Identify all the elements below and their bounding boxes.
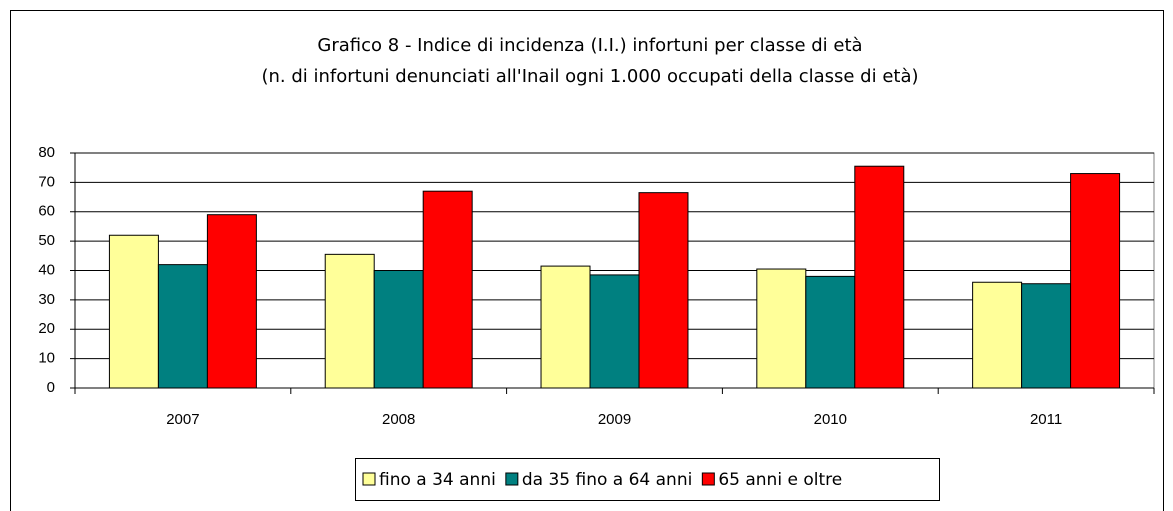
- y-tick-label: 30: [38, 291, 55, 308]
- y-tick-label: 40: [38, 261, 55, 278]
- bar: [589, 274, 640, 389]
- y-tick-label: 60: [38, 203, 55, 220]
- legend-swatch: [701, 472, 715, 486]
- bar: [972, 281, 1023, 389]
- bar: [854, 165, 905, 389]
- chart-title: Grafico 8 - Indice di incidenza (I.I.) i…: [317, 35, 862, 56]
- bar: [422, 190, 473, 389]
- bar: [1021, 283, 1072, 389]
- x-tick-label: 2010: [814, 411, 847, 428]
- bar: [157, 264, 208, 389]
- legend-swatch: [505, 472, 519, 486]
- bar: [638, 192, 689, 389]
- bar: [756, 268, 807, 389]
- y-tick-label: 80: [38, 144, 55, 161]
- x-tick-label: 2009: [598, 411, 631, 428]
- bar: [1070, 173, 1121, 389]
- y-tick-label: 50: [38, 232, 55, 249]
- chart-subtitle: (n. di infortuni denunciati all'Inail og…: [262, 66, 919, 87]
- bar: [206, 214, 257, 389]
- x-tick-label: 2007: [166, 411, 199, 428]
- legend: [355, 458, 940, 501]
- legend-label: 65 anni e oltre: [718, 470, 842, 490]
- y-tick-label: 10: [38, 350, 55, 367]
- legend-label: fino a 34 anni: [379, 470, 496, 490]
- bar: [540, 265, 591, 389]
- bar: [373, 270, 424, 389]
- bar: [324, 253, 375, 389]
- bar: [108, 234, 159, 389]
- legend-swatch: [362, 472, 376, 486]
- x-tick-label: 2011: [1030, 411, 1062, 428]
- y-tick-label: 20: [38, 320, 55, 337]
- bar: [805, 275, 856, 389]
- x-tick-label: 2008: [382, 411, 415, 428]
- y-tick-label: 70: [38, 173, 55, 190]
- y-tick-label: 0: [47, 379, 55, 396]
- legend-label: da 35 fino a 64 anni: [522, 470, 692, 490]
